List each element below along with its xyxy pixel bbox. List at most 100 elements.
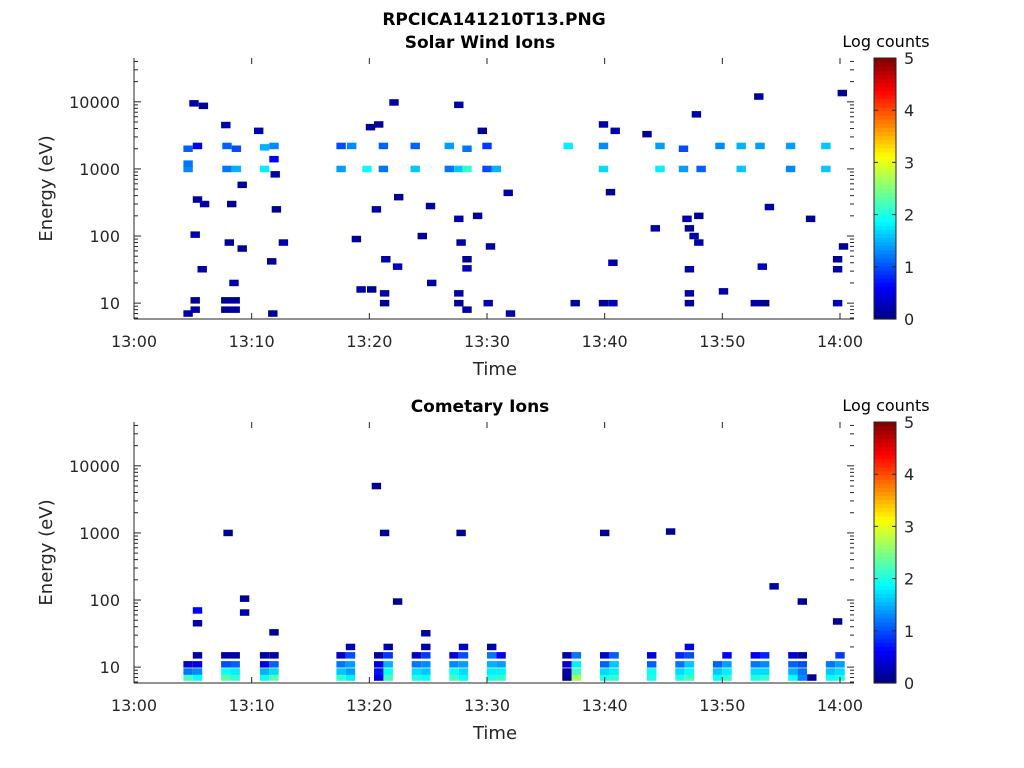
colorbar-frame: [873, 57, 897, 320]
heatmap-cell: [454, 101, 464, 109]
heatmap-cell: [336, 165, 346, 173]
heatmap-cell: [715, 142, 725, 150]
colorbar-segment: [874, 523, 896, 529]
y-tick-label: 10: [100, 658, 120, 677]
heatmap-cell: [345, 652, 356, 659]
heatmap-cell: [835, 661, 845, 668]
colorbar-segment: [874, 430, 896, 435]
heatmap-cell: [675, 668, 685, 675]
colorbar-segment: [874, 646, 896, 651]
colorbar-segment: [874, 70, 896, 75]
heatmap-cell: [682, 215, 692, 223]
heatmap-cell: [345, 674, 356, 681]
heatmap-cell: [598, 165, 609, 173]
colorbar-segment: [874, 204, 896, 210]
colorbar-segment: [874, 98, 896, 104]
colorbar-segment: [874, 674, 896, 680]
heatmap-cell: [394, 193, 404, 201]
heatmap-cell: [722, 668, 732, 675]
heatmap-cell: [221, 121, 231, 129]
heatmap-cell: [805, 215, 816, 223]
heatmap-cell: [750, 668, 760, 675]
heatmap-cell: [345, 661, 356, 668]
heatmap-cell: [411, 668, 422, 675]
heatmap-cell: [562, 674, 572, 681]
colorbar-segment: [874, 511, 896, 517]
y-tick-label: 100: [89, 591, 120, 610]
heatmap-cell: [183, 145, 193, 152]
y-tick-label: 1000: [79, 160, 120, 179]
colorbar-segment: [874, 94, 896, 100]
colorbar-segment: [874, 127, 896, 133]
colorbar-segment: [874, 196, 896, 202]
heatmap-cell: [356, 286, 366, 293]
heatmap-cell: [183, 310, 193, 317]
colorbar-segment: [874, 102, 896, 108]
colorbar-segment: [874, 180, 896, 186]
colorbar-segment: [874, 310, 896, 316]
heatmap-cell: [456, 239, 466, 246]
heatmap-cell: [254, 127, 264, 135]
heatmap-cell: [421, 630, 431, 637]
colorbar-segment: [874, 106, 896, 112]
colorbar-segment: [874, 58, 896, 63]
colorbar-segment: [874, 135, 896, 141]
heatmap-cell: [785, 142, 796, 150]
colorbar-tick-label: 5: [904, 413, 914, 432]
x-tick-label: 14:00: [817, 696, 863, 715]
heatmap-cell: [269, 142, 279, 150]
heatmap-cell: [259, 165, 270, 173]
heatmap-cell: [684, 290, 695, 297]
heatmap-cell: [259, 144, 270, 151]
colorbar-segment: [874, 634, 896, 639]
heatmap-cell: [365, 123, 376, 131]
colorbar-tick-label: 1: [904, 258, 914, 277]
colorbar-segment: [874, 261, 896, 267]
heatmap-cell: [239, 595, 250, 602]
heatmap-cell: [336, 652, 346, 659]
heatmap-cell: [764, 203, 775, 211]
colorbar-segment: [874, 314, 896, 320]
colorbar-segment: [874, 491, 896, 497]
heatmap-cell: [269, 674, 279, 681]
heatmap-cell: [712, 668, 723, 675]
colorbar-segment: [874, 253, 896, 259]
heatmap-cell: [825, 674, 836, 681]
colorbar-tick-label: 3: [904, 153, 914, 172]
colorbar-segment: [874, 438, 896, 443]
heatmap-cell: [221, 668, 231, 675]
heatmap-cell: [449, 674, 459, 681]
heatmap-cell: [736, 142, 746, 150]
heatmap-cell: [221, 661, 231, 668]
colorbar-segment: [874, 143, 896, 149]
colorbar-tick-label: 2: [904, 570, 914, 589]
heatmap-cell: [722, 674, 732, 681]
heatmap-cell: [381, 256, 391, 263]
heatmap-cell: [190, 306, 200, 313]
heatmap-cell: [788, 652, 798, 659]
y-tick-label: 1000: [79, 524, 120, 543]
heatmap-cell: [221, 297, 231, 304]
x-tick-label: 13:40: [582, 332, 628, 351]
y-tick-label: 10: [100, 294, 120, 313]
heatmap-cell: [832, 299, 843, 307]
heatmap-cell: [222, 165, 232, 173]
heatmap-cell: [351, 235, 362, 243]
x-tick-label: 13:00: [111, 332, 157, 351]
colorbar-segment: [874, 662, 896, 668]
colorbar-segment: [874, 609, 896, 615]
heatmap-cell: [722, 661, 732, 668]
heatmap-cell: [458, 661, 469, 668]
heatmap-cell: [694, 239, 704, 246]
heatmap-cell: [598, 142, 609, 150]
colorbar-segment: [874, 200, 896, 206]
heatmap-cell: [496, 661, 506, 668]
heatmap-cell: [425, 202, 436, 210]
heatmap-cell: [458, 668, 469, 675]
heatmap-cell: [421, 668, 431, 675]
colorbar-segment: [874, 678, 896, 684]
colorbar-tick-label: 5: [904, 49, 914, 68]
heatmap-cell: [389, 99, 399, 106]
colorbar-segment: [874, 115, 896, 120]
